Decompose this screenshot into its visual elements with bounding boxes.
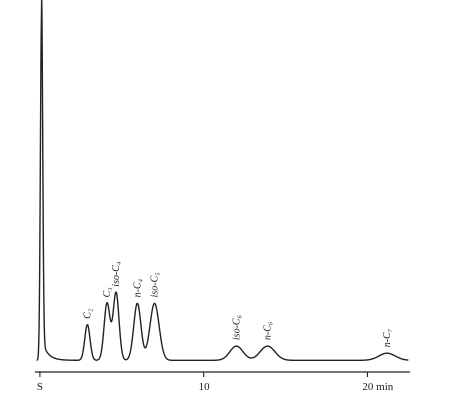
peak-label: iso-C₅ — [150, 272, 161, 298]
peak-label: iso-C₆ — [231, 314, 242, 340]
x-tick-label: S — [37, 381, 43, 393]
peak-label: iso-C₄ — [111, 261, 122, 287]
peak-label: n-C₇ — [382, 328, 393, 347]
peak-label: C₃ — [102, 287, 113, 298]
x-axis: S 10 20 min — [35, 371, 410, 393]
peak-label: n-C₄ — [132, 278, 143, 297]
chromatogram-trace — [36, 0, 409, 362]
x-tick-label: 20 min — [362, 381, 393, 393]
peak-label: C₂ — [82, 308, 93, 319]
x-tick-label: 10 — [199, 381, 211, 393]
peak-label: n-C₆ — [263, 321, 274, 340]
